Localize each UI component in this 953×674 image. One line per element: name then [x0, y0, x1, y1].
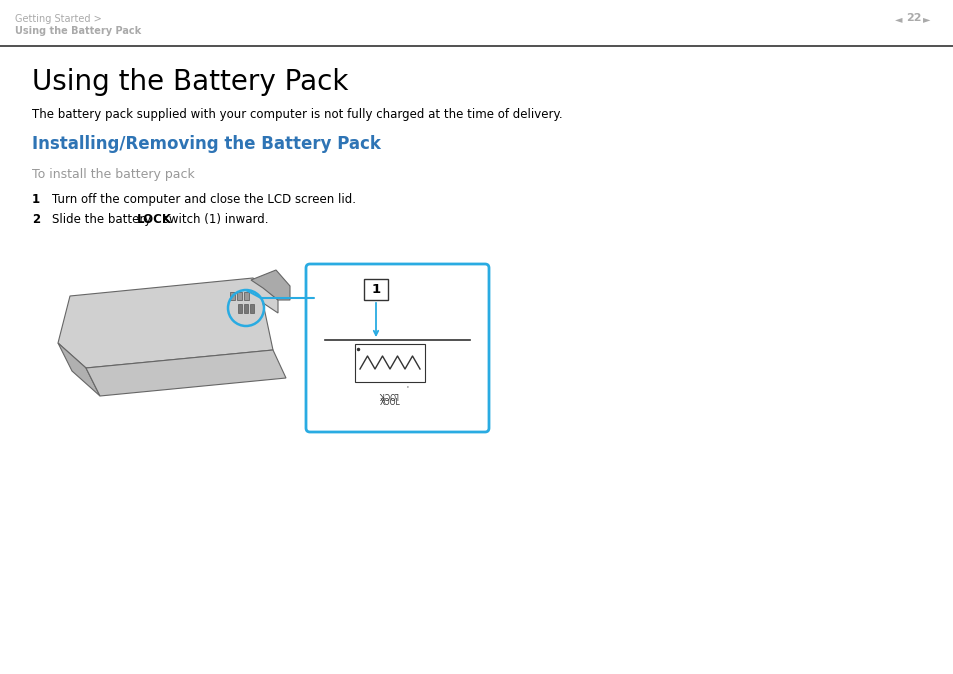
Text: LOCK: LOCK — [136, 213, 172, 226]
Text: LOCK: LOCK — [377, 390, 397, 399]
Text: switch (1) inward.: switch (1) inward. — [158, 213, 268, 226]
Polygon shape — [58, 278, 277, 368]
FancyBboxPatch shape — [236, 292, 242, 300]
Text: Using the Battery Pack: Using the Battery Pack — [15, 26, 141, 36]
FancyBboxPatch shape — [244, 304, 248, 313]
FancyBboxPatch shape — [355, 344, 424, 382]
Text: ◄: ◄ — [894, 14, 902, 24]
Polygon shape — [86, 350, 286, 396]
FancyBboxPatch shape — [244, 292, 249, 300]
Polygon shape — [251, 270, 290, 300]
Text: XOOL: XOOL — [379, 398, 400, 407]
Text: Installing/Removing the Battery Pack: Installing/Removing the Battery Pack — [32, 135, 380, 153]
Text: Getting Started >: Getting Started > — [15, 14, 102, 24]
Text: 1: 1 — [32, 193, 40, 206]
Text: ►: ► — [923, 14, 929, 24]
Text: 1: 1 — [371, 283, 380, 296]
Text: 22: 22 — [905, 13, 921, 23]
Text: 2: 2 — [32, 213, 40, 226]
Text: ': ' — [406, 385, 408, 391]
Text: The battery pack supplied with your computer is not fully charged at the time of: The battery pack supplied with your comp… — [32, 108, 562, 121]
FancyBboxPatch shape — [230, 292, 234, 300]
Polygon shape — [58, 343, 100, 396]
FancyBboxPatch shape — [364, 279, 388, 300]
Text: To install the battery pack: To install the battery pack — [32, 168, 194, 181]
Text: Turn off the computer and close the LCD screen lid.: Turn off the computer and close the LCD … — [52, 193, 355, 206]
FancyBboxPatch shape — [306, 264, 489, 432]
Text: Slide the battery: Slide the battery — [52, 213, 155, 226]
FancyBboxPatch shape — [250, 304, 253, 313]
FancyBboxPatch shape — [237, 304, 242, 313]
Text: Using the Battery Pack: Using the Battery Pack — [32, 68, 348, 96]
